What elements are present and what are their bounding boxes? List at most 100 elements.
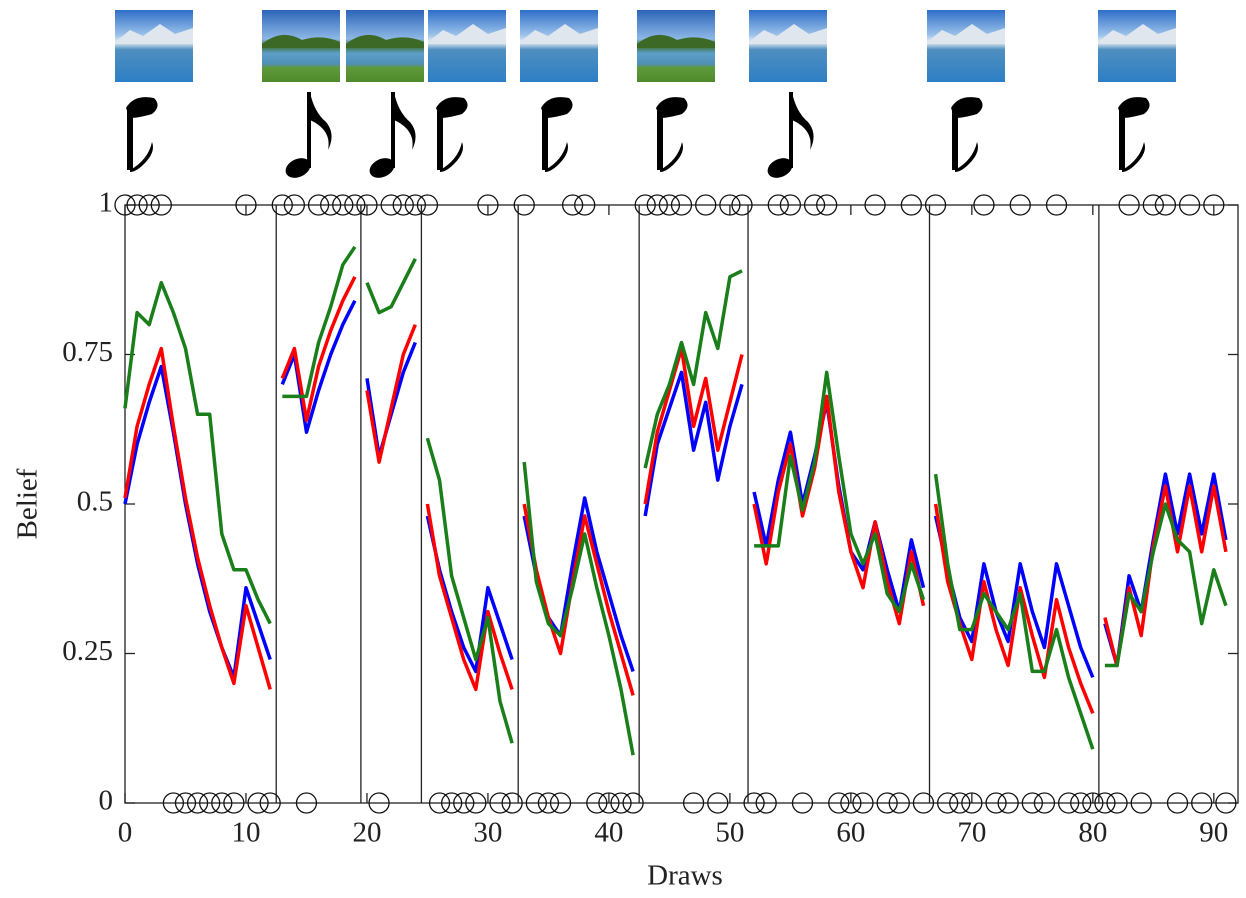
observation [1094, 792, 1116, 814]
observation [186, 792, 209, 814]
observation [803, 194, 826, 216]
observation [368, 792, 390, 814]
x-tick-label: 0 [118, 817, 133, 849]
note-flag [545, 142, 568, 172]
mountains [1098, 24, 1176, 44]
trees [346, 34, 424, 48]
observation [380, 194, 402, 216]
observation [114, 194, 136, 216]
note-flag [955, 142, 978, 172]
observation [586, 792, 608, 814]
belief-line [643, 346, 744, 505]
note-stem [542, 106, 548, 170]
observation [707, 792, 729, 814]
observation [900, 194, 923, 216]
mountains [520, 24, 598, 44]
belief-line [365, 258, 417, 315]
observation [634, 194, 656, 216]
plot-frame [124, 204, 1239, 804]
belief-line [425, 503, 514, 692]
observation [307, 194, 330, 216]
observation [682, 792, 705, 814]
note-head [541, 97, 573, 118]
observation [912, 792, 935, 814]
belief-line [425, 437, 514, 744]
observation [622, 792, 644, 814]
belief-line [754, 370, 926, 614]
observation [174, 792, 197, 814]
observation [513, 194, 535, 216]
note-stem [789, 92, 793, 168]
observation [549, 792, 572, 814]
mountains [927, 24, 1005, 44]
observation [997, 792, 1019, 814]
note-head [126, 97, 158, 118]
observation [779, 194, 802, 216]
x-tick-label: 90 [1199, 817, 1228, 849]
note-head [285, 158, 311, 178]
observation [162, 792, 185, 814]
note-stem [307, 92, 311, 168]
scene-image [115, 10, 193, 82]
note-head [656, 97, 688, 118]
observation [924, 194, 947, 216]
trees [262, 34, 340, 48]
observation [574, 194, 596, 216]
x-tick-label: 50 [715, 817, 744, 849]
note-flag [394, 92, 416, 150]
observation [1203, 194, 1225, 216]
observation [840, 792, 862, 814]
observation [332, 194, 354, 216]
observation [1045, 194, 1068, 216]
observation [937, 792, 959, 814]
observation [658, 194, 681, 216]
observation [876, 792, 898, 814]
belief-line [522, 503, 635, 696]
y-tick-label: 0 [99, 785, 114, 817]
observation [888, 792, 910, 814]
observation [489, 792, 511, 814]
observation [1033, 792, 1056, 814]
note-head [369, 158, 395, 178]
note-stem [1119, 106, 1125, 170]
observation [767, 194, 789, 216]
belief-line [1104, 502, 1228, 668]
note-stem [391, 92, 395, 168]
observation [598, 792, 620, 814]
scene-image [428, 10, 506, 82]
observation [259, 792, 281, 814]
observation [1070, 792, 1092, 814]
y-tick-label: 1 [99, 187, 114, 219]
belief-line [365, 323, 417, 464]
observation [1142, 194, 1164, 216]
observation [271, 194, 293, 216]
scene-image [749, 10, 827, 82]
observation [816, 194, 838, 216]
belief-line [933, 515, 1095, 679]
observation [719, 194, 741, 216]
observation [211, 792, 233, 814]
observation [247, 792, 269, 814]
mountains [428, 24, 506, 44]
observation [1009, 194, 1031, 216]
observation [743, 792, 765, 814]
note-head [951, 97, 983, 118]
belief-line [933, 473, 1095, 750]
observation [791, 792, 814, 814]
observation [344, 194, 366, 216]
condition-icons [115, 10, 1176, 178]
belief-line [752, 400, 926, 614]
observation [356, 194, 378, 216]
observation [1166, 792, 1189, 814]
y-tick-label: 0.25 [62, 635, 113, 667]
belief-line [643, 370, 744, 517]
note-stem [952, 106, 958, 170]
observation [1106, 792, 1128, 814]
observation [1154, 194, 1177, 216]
observation [1130, 792, 1152, 814]
mountains [749, 24, 827, 44]
belief-line [752, 394, 926, 626]
observation [949, 792, 971, 814]
observation [440, 792, 463, 814]
